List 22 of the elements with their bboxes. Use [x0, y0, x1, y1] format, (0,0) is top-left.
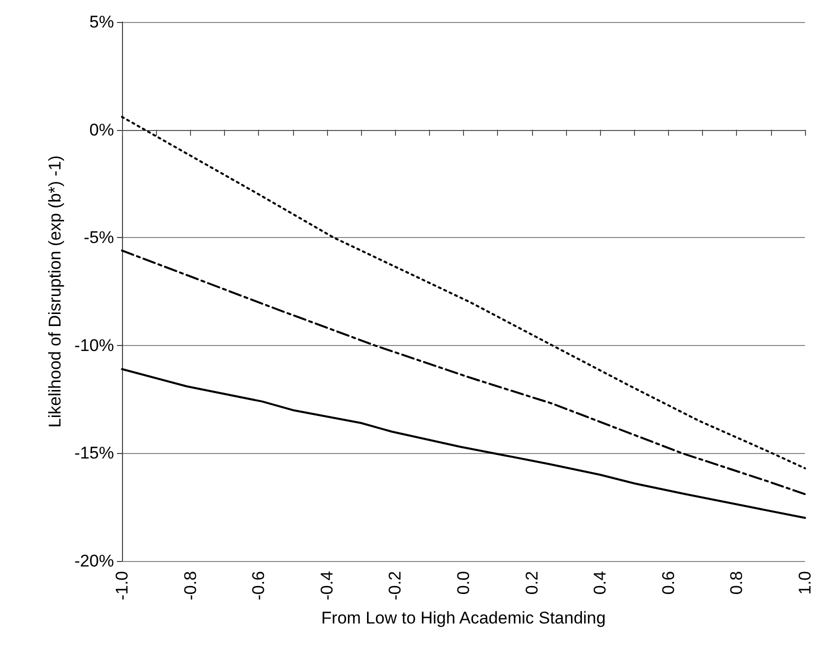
x-tick-label: -0.8 — [180, 571, 200, 600]
y-tick-label: -15% — [74, 444, 114, 463]
y-tick-label: -10% — [74, 336, 114, 355]
y-tick-label: 5% — [89, 12, 114, 32]
y-tick-label: 0% — [89, 120, 114, 140]
x-axis-title: From Low to High Academic Standing — [321, 608, 606, 628]
x-tick-label: 0.4 — [590, 571, 610, 595]
line-series — [121, 368, 806, 519]
x-tick-label: -0.4 — [317, 571, 336, 600]
x-tick-label: -0.6 — [249, 571, 268, 600]
x-tick-label: 0.6 — [658, 571, 678, 595]
y-tick-label: -20% — [74, 552, 114, 570]
x-tick-label: 0.2 — [522, 571, 542, 595]
x-tick-label: 0.0 — [454, 571, 473, 595]
x-tick-label: -0.2 — [386, 571, 405, 600]
x-tick-label: -1.0 — [112, 571, 132, 600]
line-series — [121, 250, 806, 496]
x-tick-label: 0.8 — [727, 571, 746, 595]
y-axis-title: Likelihood of Disruption (exp (b*) -1) — [45, 155, 64, 428]
y-tick-label: -5% — [84, 228, 114, 248]
x-tick-label: 1.0 — [796, 571, 814, 595]
line-series — [121, 116, 806, 470]
